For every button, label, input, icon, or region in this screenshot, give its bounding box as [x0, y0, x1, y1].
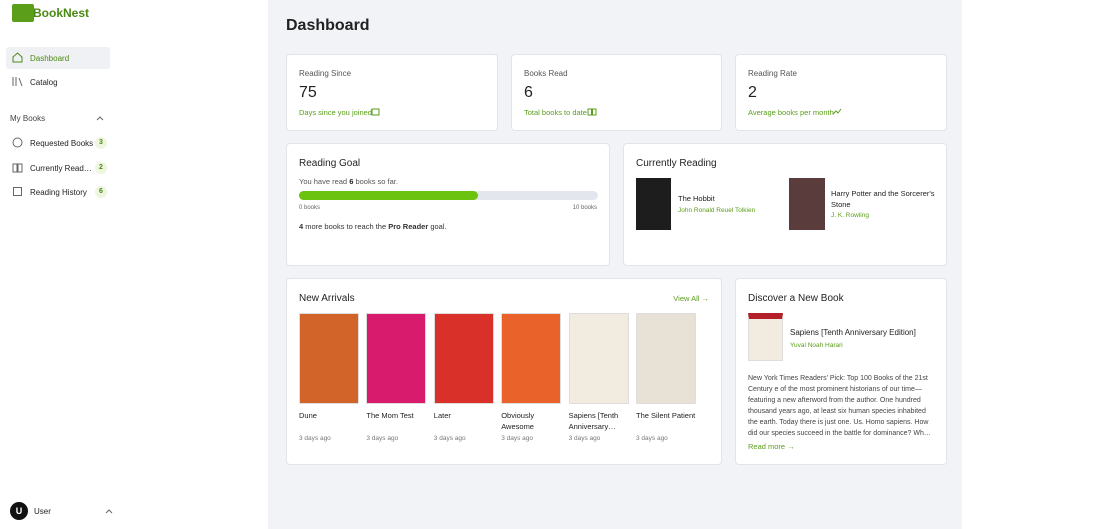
book-cover[interactable] [636, 313, 696, 404]
added-date: 3 days ago [568, 435, 601, 442]
book-title[interactable]: Later [433, 411, 451, 420]
book-title[interactable]: Harry Potter and the Sorcerer's Stone [831, 189, 935, 209]
book-title[interactable]: The Silent Patient [636, 411, 696, 420]
text: goal. [428, 222, 447, 231]
book-cover[interactable] [299, 313, 359, 404]
read-more-link[interactable]: Read more → [748, 442, 795, 451]
book-title[interactable]: Dune [299, 411, 317, 420]
book-cover[interactable] [501, 313, 562, 404]
icon [12, 137, 23, 148]
nav-label: Catalog [30, 77, 58, 87]
nav-label: Currently Read… [30, 163, 92, 173]
stat-value: 2 [748, 84, 757, 101]
added-date: 3 days ago [636, 435, 668, 442]
book-author: J. K. Rowling [831, 212, 869, 219]
stat-value: 75 [299, 84, 317, 101]
remaining-count: 4 [299, 222, 304, 231]
card-title: New Arrivals [299, 293, 355, 304]
icon [12, 52, 23, 63]
logo-icon [12, 4, 34, 22]
book-title[interactable]: Obviously Awesome [501, 411, 535, 431]
new-arrivals-card: New Arrivals View All → Dune 3 days ago Th… [286, 278, 722, 465]
icon [13, 187, 22, 196]
added-date: 3 days ago [366, 435, 399, 442]
chevron[interactable] [105, 508, 113, 514]
goal-text: You have read 6 books so far. [299, 177, 398, 186]
book-cover[interactable] [433, 313, 494, 404]
currently-reading-card: Currently Reading The Hobbit John Ronald… [623, 143, 947, 266]
read-count: 6 [349, 177, 354, 186]
nav-item[interactable]: Reading History 6 [6, 181, 110, 203]
sidebar: BookNest Dashboard Catalog My Books Requ… [0, 0, 268, 529]
goal-level: Pro Reader [388, 222, 429, 231]
book-cover[interactable] [636, 178, 671, 230]
book-description: New York Times Readers' Pick: Top 100 Bo… [748, 375, 931, 437]
icon [587, 108, 597, 116]
count-badge: 6 [95, 186, 107, 198]
stat-card: Books Read 6 Total books to date [511, 54, 722, 131]
book-cover[interactable] [789, 178, 825, 230]
stat-label: Reading Rate [748, 69, 797, 78]
book-title[interactable]: The Mom Test [366, 411, 414, 420]
book-title[interactable]: The Hobbit [678, 194, 715, 203]
stat-caption: Days since you joined [299, 108, 372, 117]
nav-label: Dashboard [30, 53, 70, 63]
icon [12, 163, 23, 173]
icon [832, 108, 842, 115]
stat-card: Reading Rate 2 Average books per month [735, 54, 947, 131]
nav-label: Reading History [30, 187, 87, 197]
book-title[interactable]: Sapiens [Tenth Anniversary… [568, 411, 619, 431]
book-author: John Ronald Reuel Tolkien [678, 207, 756, 214]
icon [371, 108, 380, 116]
added-date: 3 days ago [501, 435, 533, 442]
progress-fill [299, 191, 479, 200]
progress-track [299, 191, 598, 200]
progress-min: 0 books [299, 205, 321, 211]
added-date: 3 days ago [433, 435, 466, 442]
card-title: Currently Reading [636, 158, 717, 169]
nav-item[interactable]: Catalog [6, 71, 110, 93]
count-badge: 2 [95, 162, 107, 174]
stat-value: 6 [524, 84, 533, 101]
added-date: 3 days ago [299, 435, 331, 442]
nav-item[interactable]: Requested Books 3 [6, 132, 110, 154]
goal-remaining: 4 more books to reach the Pro Reader goa… [299, 222, 447, 231]
nav-item[interactable]: Currently Read… 2 [6, 157, 110, 179]
count-badge: 3 [95, 137, 107, 149]
text: You have read [299, 177, 350, 186]
page-title: Dashboard [286, 17, 370, 34]
discover-card: Discover a New Book Sapiens [Tenth Anniv… [735, 278, 947, 465]
view-all-link[interactable]: View All → [673, 294, 709, 303]
stat-caption: Total books to date [524, 108, 587, 117]
stat-label: Reading Since [299, 69, 352, 78]
brand: BookNest [33, 6, 90, 20]
reading-goal-card: Reading Goal You have read 6 books so fa… [286, 143, 610, 266]
book-title[interactable]: Sapiens [Tenth Anniversary Edition] [790, 328, 916, 337]
stat-caption: Average books per month [748, 108, 834, 117]
book-cover[interactable] [568, 313, 629, 404]
chevron[interactable] [96, 115, 104, 121]
avatar[interactable]: U [10, 502, 28, 520]
card-title: Reading Goal [299, 158, 361, 169]
nav-label: Requested Books [30, 138, 94, 148]
card-title: Discover a New Book [748, 293, 844, 304]
stat-card: Reading Since 75 Days since you joined [286, 54, 498, 131]
text: more books to reach the [303, 222, 389, 231]
progress-max: 10 books [572, 205, 597, 211]
nav-item[interactable]: Dashboard [6, 47, 110, 69]
text: books so far. [353, 177, 398, 186]
icon [12, 77, 23, 87]
stat-label: Books Read [524, 69, 568, 78]
book-author: Yuval Noah Harari [790, 342, 843, 349]
book-cover[interactable] [748, 313, 783, 361]
book-cover[interactable] [366, 313, 427, 404]
user-name: User [34, 507, 51, 516]
section-label: My Books [10, 114, 46, 123]
